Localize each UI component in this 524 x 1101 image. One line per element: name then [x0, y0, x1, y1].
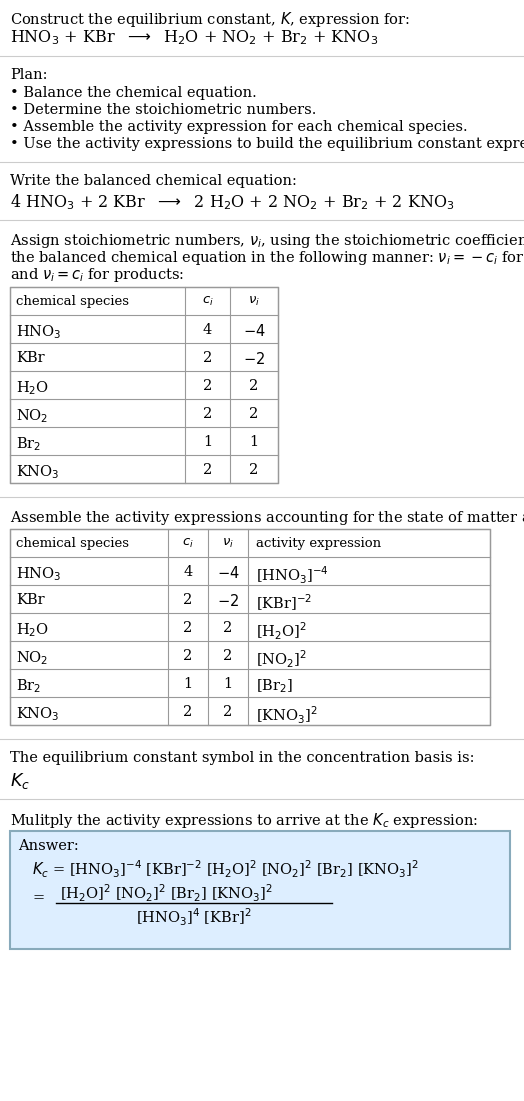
- Text: [NO$_2$]$^2$: [NO$_2$]$^2$: [256, 648, 307, 671]
- Text: 2: 2: [183, 705, 193, 719]
- Text: 2: 2: [203, 379, 212, 393]
- Text: KBr: KBr: [16, 593, 45, 607]
- Text: 2: 2: [249, 407, 259, 421]
- Text: [HNO$_3$]$^{-4}$: [HNO$_3$]$^{-4}$: [256, 565, 329, 587]
- Bar: [10, 287, 278, 483]
- Text: 2: 2: [203, 351, 212, 366]
- Text: Plan:: Plan:: [10, 68, 48, 81]
- Text: =: =: [32, 891, 44, 905]
- Text: [H$_2$O]$^2$ [NO$_2$]$^2$ [Br$_2$] [KNO$_3$]$^2$: [H$_2$O]$^2$ [NO$_2$]$^2$ [Br$_2$] [KNO$…: [60, 883, 273, 904]
- Text: [Br$_2$]: [Br$_2$]: [256, 677, 293, 695]
- Text: Construct the equilibrium constant, $K$, expression for:: Construct the equilibrium constant, $K$,…: [10, 10, 410, 29]
- Text: NO$_2$: NO$_2$: [16, 407, 48, 425]
- Text: the balanced chemical equation in the following manner: $\nu_i = -c_i$ for react: the balanced chemical equation in the fo…: [10, 249, 524, 268]
- Text: $c_i$: $c_i$: [202, 295, 213, 308]
- Bar: [10, 831, 510, 949]
- Text: chemical species: chemical species: [16, 537, 129, 550]
- Bar: [10, 287, 278, 315]
- Text: $-2$: $-2$: [217, 593, 239, 609]
- Text: [HNO$_3$]$^4$ [KBr]$^2$: [HNO$_3$]$^4$ [KBr]$^2$: [136, 907, 252, 928]
- Text: $\nu_i$: $\nu_i$: [222, 537, 234, 550]
- Text: • Balance the chemical equation.: • Balance the chemical equation.: [10, 86, 257, 100]
- Text: $\nu_i$: $\nu_i$: [248, 295, 260, 308]
- Text: The equilibrium constant symbol in the concentration basis is:: The equilibrium constant symbol in the c…: [10, 751, 475, 765]
- Text: 2: 2: [223, 621, 233, 635]
- Text: • Assemble the activity expression for each chemical species.: • Assemble the activity expression for e…: [10, 120, 467, 134]
- Text: KNO$_3$: KNO$_3$: [16, 705, 60, 722]
- Text: Assign stoichiometric numbers, $\nu_i$, using the stoichiometric coefficients, $: Assign stoichiometric numbers, $\nu_i$, …: [10, 232, 524, 250]
- Text: NO$_2$: NO$_2$: [16, 648, 48, 667]
- Text: $-4$: $-4$: [243, 323, 265, 339]
- Text: KBr: KBr: [16, 351, 45, 366]
- Text: H$_2$O: H$_2$O: [16, 621, 49, 639]
- Text: 4: 4: [183, 565, 193, 579]
- Text: H$_2$O: H$_2$O: [16, 379, 49, 396]
- Text: 4 HNO$_3$ + 2 KBr  $\longrightarrow$  2 H$_2$O + 2 NO$_2$ + Br$_2$ + 2 KNO$_3$: 4 HNO$_3$ + 2 KBr $\longrightarrow$ 2 H$…: [10, 192, 454, 211]
- Text: $-4$: $-4$: [216, 565, 239, 581]
- Text: 1: 1: [249, 435, 258, 449]
- Text: 2: 2: [203, 407, 212, 421]
- Text: $-2$: $-2$: [243, 351, 265, 367]
- Text: 1: 1: [183, 677, 192, 691]
- Text: $c_i$: $c_i$: [182, 537, 194, 550]
- Text: [KNO$_3$]$^2$: [KNO$_3$]$^2$: [256, 705, 318, 727]
- Text: 2: 2: [183, 621, 193, 635]
- Text: 2: 2: [183, 593, 193, 607]
- Text: [KBr]$^{-2}$: [KBr]$^{-2}$: [256, 593, 312, 613]
- Text: Br$_2$: Br$_2$: [16, 677, 41, 695]
- Text: activity expression: activity expression: [256, 537, 381, 550]
- Text: Br$_2$: Br$_2$: [16, 435, 41, 453]
- Text: 1: 1: [223, 677, 233, 691]
- Text: HNO$_3$: HNO$_3$: [16, 565, 61, 582]
- Text: 1: 1: [203, 435, 212, 449]
- Text: and $\nu_i = c_i$ for products:: and $\nu_i = c_i$ for products:: [10, 266, 184, 284]
- Text: 2: 2: [223, 705, 233, 719]
- Text: 2: 2: [249, 464, 259, 477]
- Text: $K_c$ = [HNO$_3$]$^{-4}$ [KBr]$^{-2}$ [H$_2$O]$^2$ [NO$_2$]$^2$ [Br$_2$] [KNO$_3: $K_c$ = [HNO$_3$]$^{-4}$ [KBr]$^{-2}$ [H…: [32, 859, 419, 881]
- Text: KNO$_3$: KNO$_3$: [16, 464, 60, 481]
- Text: Answer:: Answer:: [18, 839, 79, 853]
- Text: Write the balanced chemical equation:: Write the balanced chemical equation:: [10, 174, 297, 188]
- Text: 2: 2: [223, 648, 233, 663]
- Text: HNO$_3$: HNO$_3$: [16, 323, 61, 340]
- Text: [H$_2$O]$^2$: [H$_2$O]$^2$: [256, 621, 307, 642]
- Text: 2: 2: [249, 379, 259, 393]
- Text: $K_c$: $K_c$: [10, 771, 30, 791]
- Text: • Determine the stoichiometric numbers.: • Determine the stoichiometric numbers.: [10, 103, 316, 117]
- Text: Mulitply the activity expressions to arrive at the $K_c$ expression:: Mulitply the activity expressions to arr…: [10, 811, 478, 830]
- Text: 2: 2: [203, 464, 212, 477]
- Text: • Use the activity expressions to build the equilibrium constant expression.: • Use the activity expressions to build …: [10, 137, 524, 151]
- Text: 2: 2: [183, 648, 193, 663]
- Bar: [10, 528, 490, 724]
- Text: Assemble the activity expressions accounting for the state of matter and $\nu_i$: Assemble the activity expressions accoun…: [10, 509, 524, 527]
- Text: chemical species: chemical species: [16, 295, 129, 308]
- Text: HNO$_3$ + KBr  $\longrightarrow$  H$_2$O + NO$_2$ + Br$_2$ + KNO$_3$: HNO$_3$ + KBr $\longrightarrow$ H$_2$O +…: [10, 28, 378, 46]
- Text: 4: 4: [203, 323, 212, 337]
